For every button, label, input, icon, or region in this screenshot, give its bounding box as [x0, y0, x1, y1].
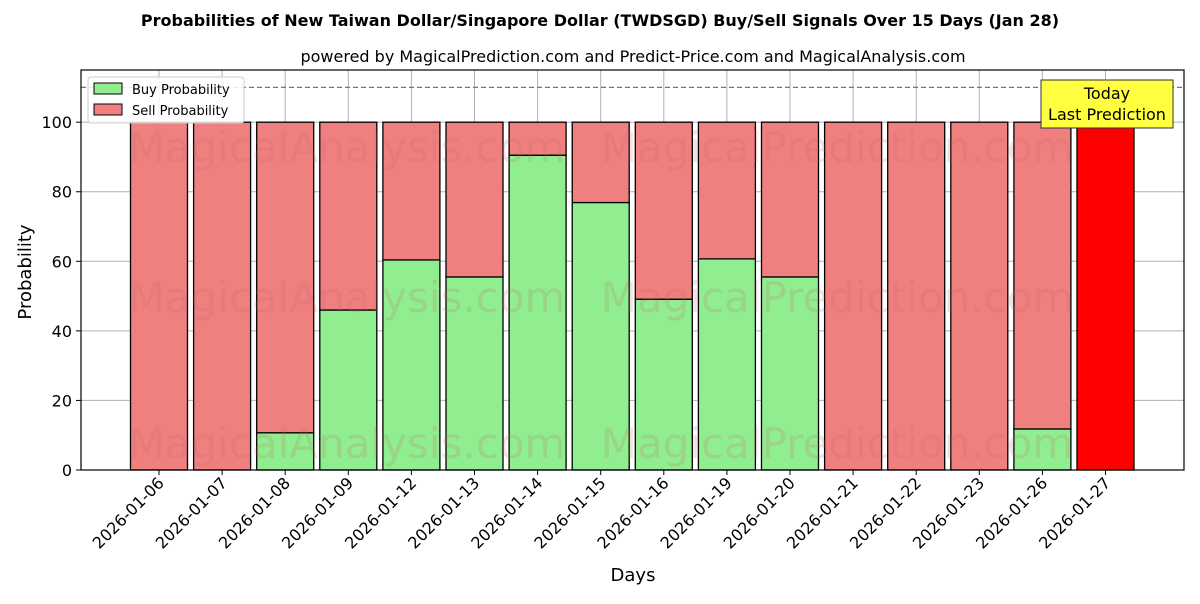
sell-bar: [760, 121, 820, 278]
axes-frame: [80, 69, 1185, 471]
watermark: MagicalAnalysis.com: [129, 123, 566, 172]
annotation-line1: Today: [1083, 84, 1130, 103]
watermark: MagicalPrediction.com: [601, 123, 1074, 172]
chart-title: Probabilities of New Taiwan Dollar/Singa…: [141, 11, 1059, 30]
legend-swatch-sell: [93, 103, 123, 116]
sell-bar: [382, 121, 441, 261]
sell-bar: [823, 121, 883, 471]
x-axis-label: Days: [611, 565, 656, 586]
buy-bar: [634, 298, 693, 471]
plot-area: 0 20 40 60 80 100 MagicalAnalysis.com MagicalPr…: [41, 69, 1185, 553]
legend-label-sell: Sell Probability: [132, 104, 229, 119]
sell-bar: [634, 121, 693, 300]
sell-bar: [508, 121, 567, 156]
y-tick-label: 100: [41, 113, 72, 132]
watermark: MagicalAnalysis.com: [129, 273, 566, 322]
legend-swatch-buy: [93, 82, 123, 95]
watermark: MagicalAnalysis.com: [129, 419, 566, 468]
sell-bar: [256, 121, 315, 434]
buy-bar: [445, 276, 504, 471]
y-axis-label: Probability: [15, 224, 36, 319]
watermark: MagicalPrediction.com: [601, 273, 1074, 322]
sell-bar: [129, 121, 189, 471]
buy-bar: [319, 309, 378, 471]
sell-bar: [697, 121, 757, 260]
sell-bar: [1013, 121, 1072, 430]
sell-bar: [950, 121, 1009, 471]
y-tick-label: 60: [52, 252, 72, 271]
buy-bar: [697, 258, 757, 471]
sell-bar: [445, 121, 504, 278]
sell-bar: [1076, 121, 1135, 471]
buy-bar: [382, 259, 441, 471]
y-tick-label: 20: [52, 391, 72, 410]
buy-bar: [508, 154, 567, 471]
y-tick-label: 0: [62, 461, 72, 480]
sell-bar: [319, 121, 378, 311]
annotation-line2: Last Prediction: [1048, 105, 1166, 124]
y-tick-label: 80: [52, 183, 72, 202]
sell-bar: [571, 121, 630, 204]
buy-bar: [760, 276, 820, 471]
chart-subtitle: powered by MagicalPrediction.com and Pre…: [300, 47, 965, 66]
y-tick-label: 40: [52, 322, 72, 341]
today-annotation: [1040, 79, 1174, 129]
watermark: MagicalPrediction.com: [601, 419, 1074, 468]
legend: Buy Probability Sell Probability: [87, 76, 245, 124]
legend-label-buy: Buy Probability: [132, 83, 230, 98]
